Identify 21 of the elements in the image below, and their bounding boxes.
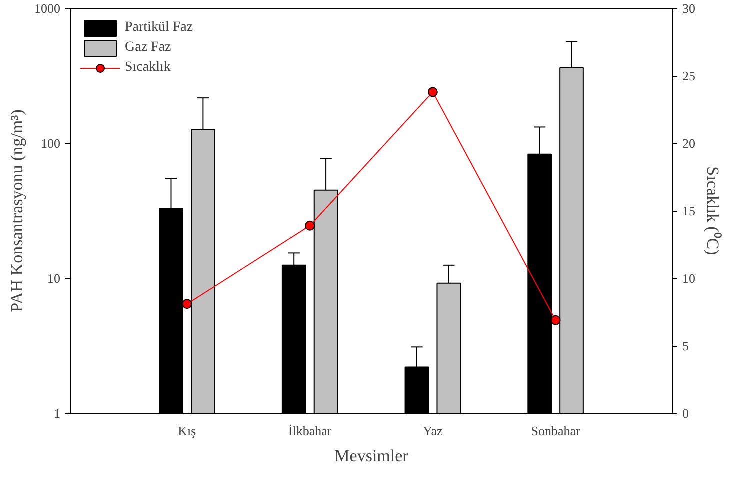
y-tick-label: 1000 <box>34 1 60 16</box>
y2-tick-label: 5 <box>682 338 689 354</box>
legend-label: Sıcaklık <box>125 60 171 76</box>
x-tick-label: Yaz <box>423 424 443 438</box>
x-tick-label: Kış <box>178 424 196 438</box>
y2-tick-label: 25 <box>682 68 696 84</box>
y-tick-label: 1 <box>54 406 60 421</box>
legend-label: Gaz Faz <box>125 40 172 56</box>
x-tick-label: İlkbahar <box>288 424 332 438</box>
y2-tick-label: 10 <box>682 271 696 286</box>
y2-tick-label: 30 <box>682 1 696 16</box>
y-axis-title: PAH Konsantrasyonu (ng/m³) <box>8 110 26 312</box>
y2-tick-label: 15 <box>682 204 696 218</box>
y2-axis-title: Sıcaklık (⁰C) <box>704 166 722 256</box>
y2-tick-label: 20 <box>682 136 696 151</box>
y-tick-label: 10 <box>48 271 60 286</box>
x-axis-title: Mevsimler <box>334 446 409 466</box>
legend-label: Partikül Faz <box>125 20 194 36</box>
y2-tick-label: 0 <box>682 406 689 421</box>
y-tick-label: 100 <box>41 136 60 151</box>
x-tick-label: Sonbahar <box>531 424 582 438</box>
